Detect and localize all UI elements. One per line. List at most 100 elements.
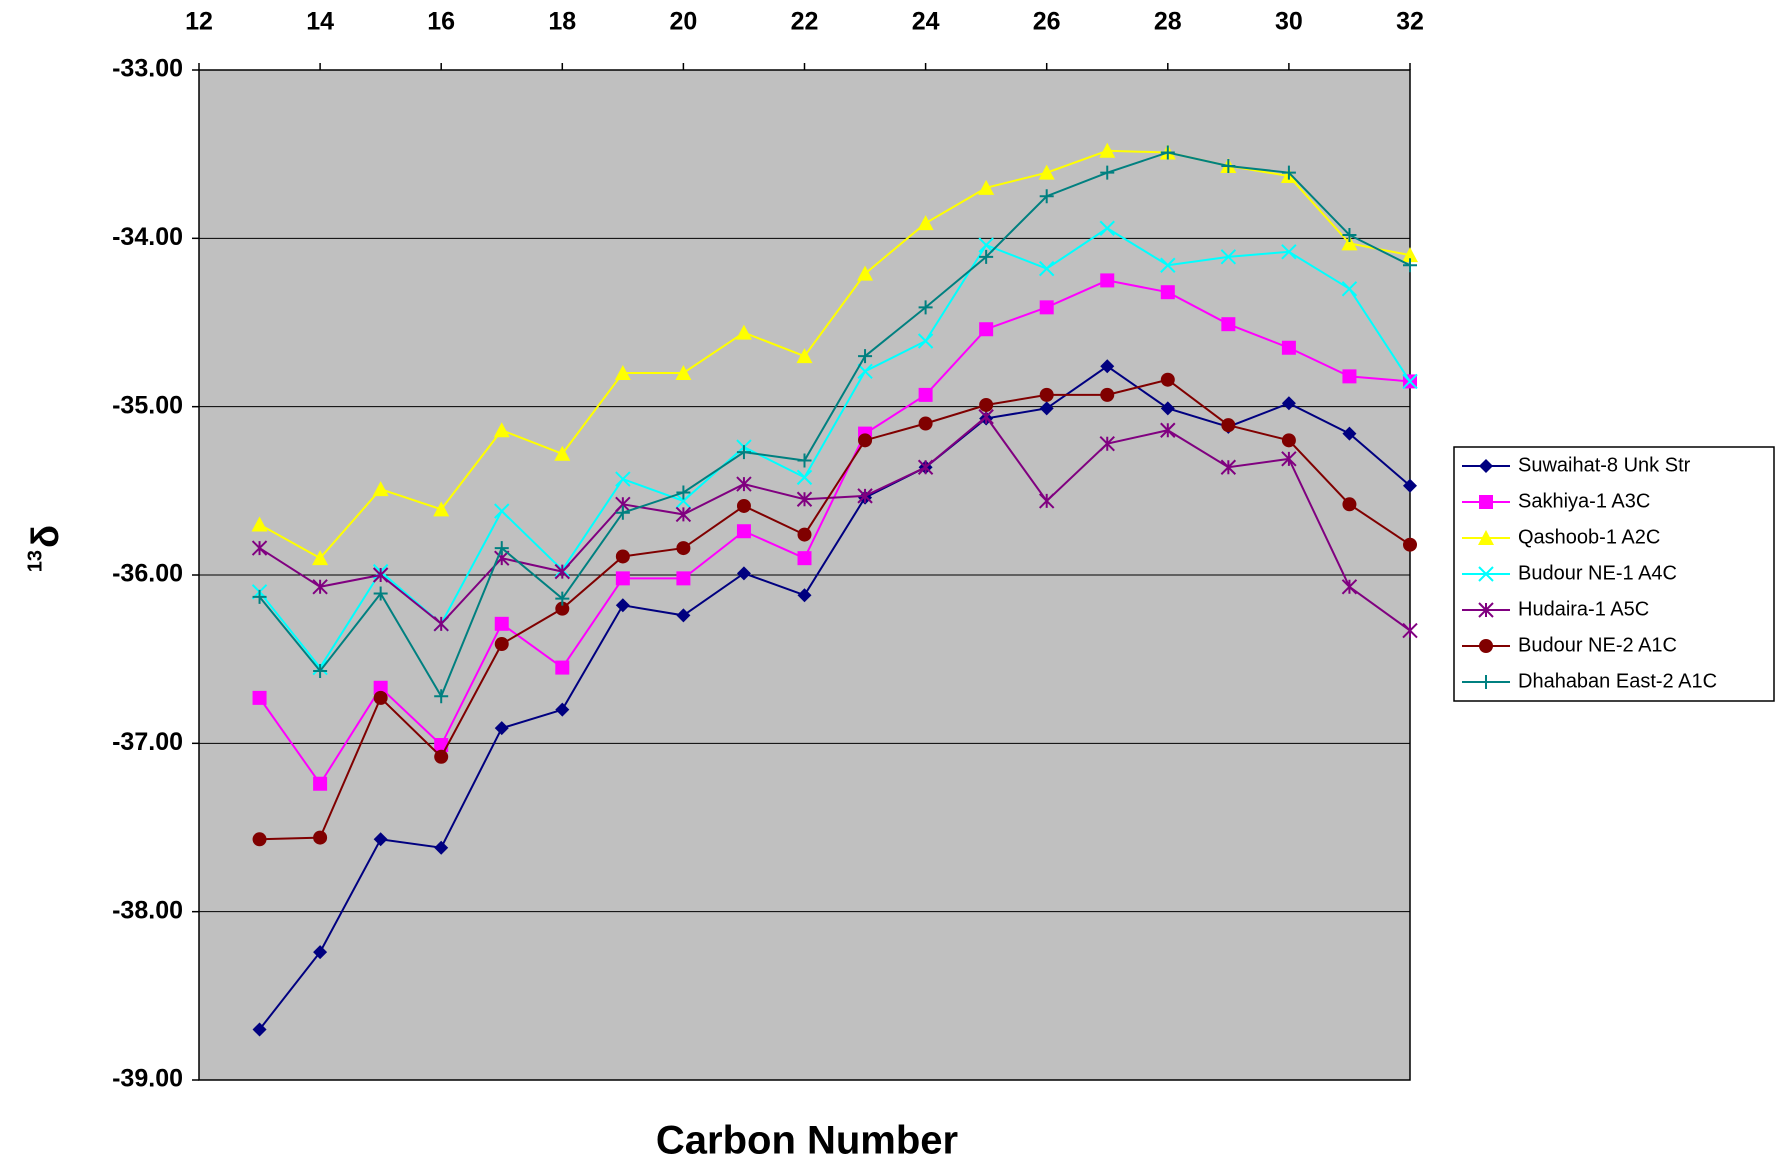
series-line <box>258 365 1411 1031</box>
marker <box>1281 165 1296 180</box>
marker <box>1479 459 1493 473</box>
marker <box>1160 257 1176 273</box>
marker <box>555 702 570 717</box>
marker <box>1221 158 1236 173</box>
marker <box>978 179 995 195</box>
marker <box>494 637 509 652</box>
marker <box>979 397 994 412</box>
marker <box>312 579 328 595</box>
marker <box>1341 579 1358 595</box>
marker <box>736 445 751 460</box>
marker <box>857 363 873 380</box>
marker <box>675 365 692 380</box>
marker <box>1100 387 1115 402</box>
marker <box>917 215 934 231</box>
marker <box>1341 235 1358 251</box>
marker <box>372 481 389 497</box>
y-tick-label: -36.00 <box>112 560 183 588</box>
marker <box>433 616 449 632</box>
marker <box>1403 537 1417 552</box>
marker <box>1038 164 1055 180</box>
marker <box>372 567 389 583</box>
marker <box>736 566 751 581</box>
marker <box>614 365 631 380</box>
marker <box>736 476 752 492</box>
marker <box>313 945 328 960</box>
marker <box>917 333 934 349</box>
marker <box>434 840 449 855</box>
marker <box>1160 422 1176 438</box>
marker <box>979 322 994 337</box>
x-tick-label: 14 <box>306 8 334 36</box>
marker <box>313 776 328 791</box>
y-tick-label: -33.00 <box>112 55 183 83</box>
marker <box>373 832 388 847</box>
marker <box>313 830 328 845</box>
marker <box>554 563 571 580</box>
marker <box>494 616 509 631</box>
marker <box>1341 281 1358 297</box>
x-tick-label: 30 <box>1275 8 1303 36</box>
marker <box>1038 260 1055 277</box>
marker <box>434 749 449 764</box>
marker <box>1038 493 1055 509</box>
marker <box>858 349 873 364</box>
marker <box>1220 459 1237 475</box>
marker <box>1342 497 1357 512</box>
series-line <box>258 279 1411 786</box>
marker <box>1342 369 1357 384</box>
marker <box>1100 359 1115 374</box>
marker <box>1479 495 1493 509</box>
y-axis-label-group: 13 δ <box>24 525 67 572</box>
marker <box>735 324 752 340</box>
x-tick-label: 26 <box>1033 8 1061 36</box>
marker <box>615 471 631 487</box>
marker <box>1403 258 1417 273</box>
marker <box>676 571 691 586</box>
y-tick-label: -38.00 <box>112 896 183 924</box>
legend-label: Budour NE-2 A1C <box>1518 634 1677 656</box>
marker <box>1099 220 1115 236</box>
marker <box>312 550 329 566</box>
marker <box>1281 396 1296 411</box>
marker <box>978 237 994 253</box>
x-tick-label: 22 <box>791 8 819 36</box>
marker <box>1478 530 1494 545</box>
marker <box>797 588 812 603</box>
marker <box>252 589 267 604</box>
marker <box>1479 639 1493 653</box>
marker <box>555 660 570 675</box>
marker <box>797 551 812 566</box>
legend-label: Hudaira-1 A5C <box>1518 598 1649 620</box>
x-tick-label: 32 <box>1396 8 1424 36</box>
y-axis-label-superscript: 13 <box>24 550 46 572</box>
series-line <box>258 227 1411 670</box>
marker <box>313 663 328 678</box>
marker <box>1039 189 1054 204</box>
legend: Suwaihat-8 Unk Str Sakhiya-1 A3C Qashoob-1… <box>1453 446 1775 702</box>
x-tick-label: 16 <box>427 8 455 36</box>
marker <box>1160 401 1175 416</box>
y-tick-label: -37.00 <box>112 728 183 756</box>
marker <box>736 524 751 539</box>
marker <box>857 488 873 504</box>
y-tick-label: -34.00 <box>112 223 183 251</box>
marker <box>917 459 934 475</box>
marker <box>1160 145 1175 160</box>
marker <box>251 540 268 556</box>
marker <box>252 1022 267 1037</box>
x-tick-label: 28 <box>1154 8 1182 36</box>
marker <box>1099 142 1116 158</box>
legend-label: Qashoob-1 A2C <box>1518 526 1660 548</box>
y-tick-label: -39.00 <box>112 1065 183 1093</box>
marker <box>494 541 509 556</box>
marker <box>1100 273 1115 288</box>
marker <box>676 608 691 623</box>
marker <box>554 445 571 461</box>
series-line <box>259 415 1411 632</box>
marker <box>797 527 812 542</box>
y-tick-label: -35.00 <box>112 391 183 419</box>
marker <box>494 503 510 519</box>
marker <box>1160 372 1175 387</box>
